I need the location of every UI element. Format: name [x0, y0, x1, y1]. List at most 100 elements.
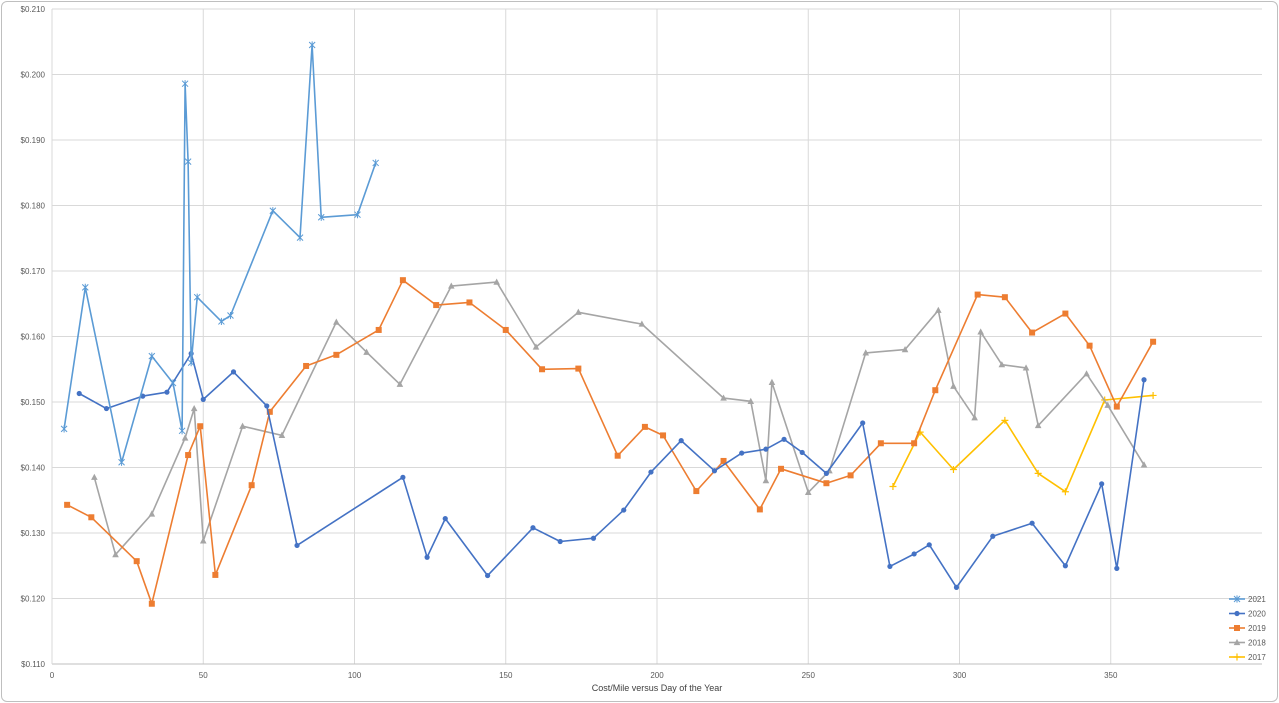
y-tick-label: $0.210: [21, 5, 46, 14]
data-point-2020: [76, 390, 82, 397]
data-point-2018: [190, 404, 198, 412]
data-point-2020: [887, 563, 893, 570]
data-point-2021: [181, 80, 189, 88]
data-point-2019: [375, 326, 382, 333]
data-point-2019: [399, 277, 406, 284]
y-tick-label: $0.130: [21, 529, 46, 538]
data-point-2017: [1001, 416, 1009, 424]
data-point-2020: [1141, 377, 1147, 383]
data-point-2018: [278, 431, 286, 439]
data-point-2021: [118, 458, 125, 466]
data-point-2021: [296, 233, 304, 242]
data-point-2019: [185, 452, 192, 459]
x-tick-label: 100: [348, 671, 362, 680]
data-point-2018: [977, 328, 984, 335]
series-line-2017: [892, 394, 1154, 493]
data-point-2017: [949, 465, 957, 473]
legend-item-2018: 2018: [1229, 639, 1266, 648]
legend: 2021 2020 2019 2018 2017: [1229, 595, 1266, 662]
data-point-2020: [926, 542, 932, 548]
data-point-2019: [1113, 403, 1120, 410]
data-point-2018: [112, 551, 119, 558]
data-point-2020: [739, 450, 745, 456]
data-point-2020: [911, 551, 917, 557]
data-point-2018: [935, 306, 942, 313]
data-point-2019: [1062, 310, 1069, 317]
x-tick-label: 0: [50, 671, 55, 680]
y-tick-label: $0.160: [21, 333, 46, 342]
data-point-2017: [1034, 469, 1042, 477]
data-point-2017: [889, 482, 897, 490]
y-tick-label: $0.110: [21, 660, 45, 669]
data-point-2019: [847, 472, 854, 479]
data-point-2018: [1022, 364, 1030, 371]
data-point-2018: [762, 477, 770, 484]
data-point-2018: [804, 488, 812, 495]
y-tick-label: $0.180: [21, 202, 46, 211]
data-point-2018: [720, 394, 727, 401]
legend-item-2019: 2019: [1229, 624, 1266, 633]
data-point-2021: [148, 352, 156, 360]
series-line-2020: [78, 352, 1145, 589]
data-point-2019: [575, 365, 582, 372]
data-point-2018: [493, 278, 500, 285]
data-point-2020: [1099, 481, 1105, 487]
data-point-2018: [638, 320, 646, 327]
data-point-2019: [720, 457, 727, 464]
data-point-2019: [614, 452, 621, 459]
data-point-2020: [678, 438, 684, 444]
data-point-2018: [901, 346, 909, 353]
data-point-2019: [88, 514, 95, 521]
data-point-2019: [148, 600, 155, 607]
data-point-2021: [269, 207, 277, 215]
data-point-2019: [197, 423, 204, 430]
data-point-2018: [862, 349, 870, 356]
data-point-2019: [1086, 342, 1093, 349]
data-point-2017: [1061, 488, 1069, 496]
series-2018: [91, 278, 1148, 558]
data-point-2018: [575, 308, 582, 315]
data-point-2019: [1029, 329, 1036, 336]
x-tick-label: 50: [199, 671, 208, 680]
data-point-2020: [953, 584, 960, 590]
data-point-2018: [768, 378, 776, 385]
data-point-2020: [799, 449, 805, 456]
data-point-2019: [212, 571, 219, 578]
series-group: [60, 41, 1157, 607]
data-point-2021: [169, 379, 177, 387]
data-point-2019: [974, 291, 981, 298]
data-point-2018: [239, 422, 246, 429]
data-point-2018: [333, 318, 340, 325]
data-point-2020: [442, 515, 448, 522]
data-point-2019: [266, 408, 273, 415]
data-point-2019: [877, 440, 884, 447]
data-point-2020: [763, 446, 769, 452]
data-point-2020: [590, 535, 597, 541]
legend-item-2017: 2017: [1229, 653, 1266, 662]
data-point-2020: [1029, 520, 1035, 526]
legend-item-2021: 2021: [1229, 595, 1266, 604]
data-point-2019: [502, 326, 509, 333]
axes: [51, 9, 1262, 665]
data-point-2019: [248, 482, 255, 489]
data-point-2019: [660, 432, 667, 439]
data-point-2019: [466, 299, 473, 306]
data-point-2021: [317, 213, 325, 221]
data-point-2018: [1104, 401, 1112, 408]
data-point-2018: [448, 282, 455, 289]
data-point-2018: [1083, 370, 1090, 377]
x-tick-label: 300: [953, 671, 967, 680]
data-point-2020: [990, 533, 996, 539]
data-point-2018: [950, 382, 957, 389]
data-point-2021: [218, 317, 225, 326]
legend-label: 2019: [1248, 624, 1266, 633]
gridlines: [52, 8, 1262, 664]
data-point-2018: [1034, 421, 1042, 429]
series-2021: [60, 41, 380, 466]
data-point-2021: [308, 41, 316, 49]
data-point-2020: [530, 525, 536, 531]
data-point-2018: [1140, 461, 1148, 468]
data-point-2019: [1001, 294, 1008, 301]
